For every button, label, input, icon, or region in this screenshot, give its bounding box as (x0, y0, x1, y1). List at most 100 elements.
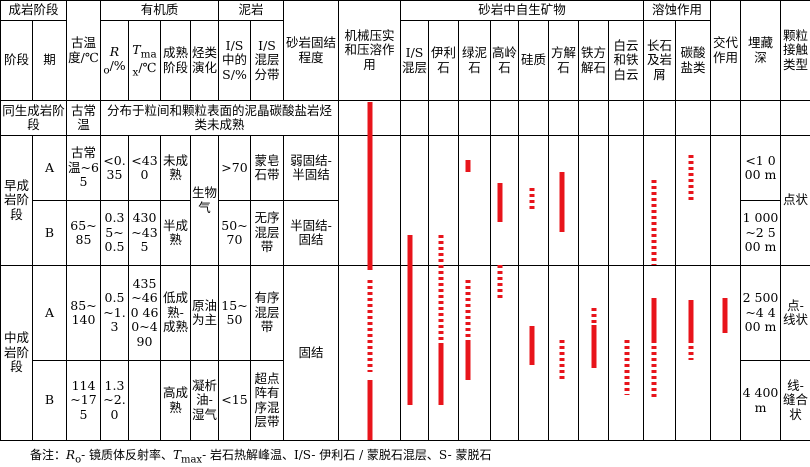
cell-text: 超点阵有序混层带 (254, 370, 280, 429)
cell-text: 生物气 (192, 185, 218, 215)
cell-text: 无序混层带 (254, 210, 280, 255)
cell-text: 碳酸盐类 (680, 45, 706, 75)
cell-text: 线-缝合状 (782, 377, 808, 422)
cell-text: 4 400 m (742, 385, 779, 415)
table-cell: 435~460 460~490 (128, 265, 161, 361)
cell-text: I/S中的S/% (221, 37, 247, 82)
cell-text: 伊利石 (430, 45, 456, 75)
footnote-part: T (172, 448, 181, 462)
table-cell: 1 000~2 500 m (740, 200, 781, 266)
cell-text: 成熟阶段 (162, 45, 188, 75)
cell-text: B (44, 224, 55, 240)
cell-text: 分布于粒间和颗粒表面的泥晶碳酸盐岩烃类未成熟 (106, 102, 332, 132)
cell-text: 期 (43, 52, 56, 68)
table-cell: 凝析油-湿气 (190, 360, 219, 441)
cell-text: A (44, 304, 55, 320)
table-cell: 半固结-固结 (283, 200, 339, 266)
cell-text: 交代作用 (712, 35, 738, 65)
cell-text: 蒙皂石带 (254, 152, 280, 182)
cell-text: B (44, 392, 55, 408)
table-cell: <1 000 m (740, 135, 781, 201)
table-cell: 65~85 (66, 200, 101, 266)
cell-text: 泥岩 (238, 2, 264, 18)
cell-text: 颗粒接触类型 (782, 27, 808, 72)
cell-text: 早成岩阶段 (3, 177, 29, 222)
cell-text: 古温度/℃ (68, 35, 99, 65)
cell-text: <0.35 (103, 152, 126, 182)
cell-text: 中成岩阶段 (3, 330, 29, 375)
cell-text: 15~50 (221, 297, 248, 327)
cell-text: 点状 (782, 192, 808, 208)
table-cell: 430~435 (128, 200, 161, 266)
header-cell: 机械压实和压溶作用 (338, 0, 401, 101)
table-cell: 1.3~2.0 (100, 360, 129, 441)
cell-text: 半成熟 (162, 217, 188, 247)
footnote-part: max (180, 454, 203, 466)
cell-text: 溶蚀作用 (651, 2, 702, 18)
subscript: o (103, 64, 110, 77)
cell-text: >70 (221, 159, 248, 175)
footnote-part: R (66, 448, 76, 462)
cell-text: 65~85 (70, 217, 97, 247)
cell-text: 有序混层带 (254, 290, 280, 335)
cell-text: 50~70 (221, 217, 248, 247)
table-cell: 线-缝合状 (780, 360, 810, 441)
footnote: 备注：Ro- 镜质体反射率、Tmax- 岩石热解峰温、I/S- 伊利石 / 蒙脱… (30, 446, 491, 465)
cell-text: 铁方解石 (580, 45, 606, 75)
table-cell: 中成岩阶段 (0, 265, 33, 441)
cell-text: 半固结-固结 (290, 217, 332, 247)
cell-text: 古常温~65 (68, 145, 99, 190)
cell-text: 未成熟 (162, 152, 188, 182)
cell-text: A (44, 159, 55, 175)
table-cell: 有序混层带 (250, 265, 284, 361)
cell-text: 阶段 (3, 52, 29, 68)
cell-text: <430 (131, 152, 158, 182)
symbol: T (132, 42, 141, 58)
cell-text: 0.35~0.5 (104, 210, 125, 255)
header-cell: Tmax/℃ (128, 20, 161, 101)
unit: /℃ (138, 59, 157, 75)
cell-text: 砂岩中自生矿物 (478, 2, 566, 18)
label: Tmax/℃ (130, 42, 159, 78)
cell-text: 1 000~2 500 m (742, 210, 779, 255)
cell-text: 有机质 (140, 2, 179, 18)
cell-text: 固结 (298, 344, 324, 360)
cell-text: 高岭石 (492, 45, 518, 75)
footnote-part: o (75, 454, 82, 466)
cell-text: 1.3~2.0 (103, 377, 126, 422)
label: Ro/% (102, 43, 127, 77)
table-cell: 超点阵有序混层带 (250, 360, 284, 441)
cell-text: 绿泥石 (461, 45, 487, 75)
cell-text: 硅质 (520, 52, 546, 68)
cell-text: I/S混层 (402, 45, 428, 75)
subscript: max (132, 48, 157, 78)
cell-text: 低成熟-成熟 (162, 290, 188, 335)
cell-text: 埋藏深 (747, 35, 773, 65)
cell-text: 0.5~1.3 (103, 290, 126, 335)
header-cell: 长石及岩屑 (643, 20, 676, 101)
cell-text: 白云和铁白云 (613, 37, 639, 82)
footnote-part: - 岩石热解峰温、I/S- 伊利石 / 蒙脱石混层、S- 蒙脱石 (202, 448, 492, 462)
cell-text: 85~140 (70, 297, 97, 327)
symbol: R (109, 43, 120, 59)
cell-text: 114~175 (70, 377, 97, 422)
unit: /% (109, 57, 126, 73)
table-cell: 弱固结-半固结 (283, 135, 339, 201)
table-cell: 点-线状 (780, 265, 810, 361)
cell-text: 点-线状 (782, 297, 808, 327)
cell-text: 凝析油-湿气 (192, 377, 218, 422)
cell-text: <15 (221, 392, 248, 408)
cell-text: <1 000 m (744, 152, 777, 182)
cell-text: 高成熟 (162, 385, 188, 415)
cell-text: 长石及岩屑 (646, 37, 672, 82)
cell-text: 烃类演化 (192, 45, 218, 75)
cell-text: 弱固结-半固结 (290, 152, 332, 182)
cell-text: 435~460 460~490 (130, 276, 159, 349)
cell-text: 砂岩固结程度 (285, 35, 336, 65)
cell-text: 机械压实和压溶作用 (344, 27, 395, 72)
cell-text: 成岩阶段 (8, 2, 59, 18)
cell-text: 同生成岩阶段 (2, 102, 65, 132)
footnote-part: - 镜质体反射率、 (81, 448, 173, 462)
